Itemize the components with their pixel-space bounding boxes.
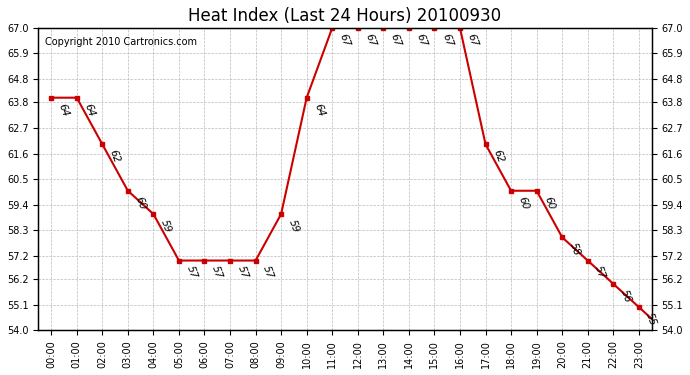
Text: Copyright 2010 Cartronics.com: Copyright 2010 Cartronics.com xyxy=(45,37,197,47)
Title: Heat Index (Last 24 Hours) 20100930: Heat Index (Last 24 Hours) 20100930 xyxy=(188,7,502,25)
Text: 57: 57 xyxy=(235,265,250,280)
Text: 64: 64 xyxy=(82,102,96,118)
Text: 64: 64 xyxy=(313,102,326,118)
Text: 58: 58 xyxy=(568,242,582,257)
Text: 62: 62 xyxy=(491,148,505,164)
Text: 64: 64 xyxy=(57,102,70,118)
Text: 57: 57 xyxy=(184,265,199,280)
Text: 56: 56 xyxy=(619,288,633,304)
Text: 67: 67 xyxy=(415,32,428,48)
Text: 54: 54 xyxy=(0,374,1,375)
Text: 59: 59 xyxy=(159,218,173,234)
Text: 57: 57 xyxy=(210,265,224,280)
Text: 67: 67 xyxy=(466,32,480,48)
Text: 60: 60 xyxy=(542,195,556,211)
Text: 60: 60 xyxy=(133,195,148,211)
Text: 57: 57 xyxy=(593,265,607,280)
Text: 59: 59 xyxy=(286,218,301,234)
Text: 67: 67 xyxy=(364,32,377,48)
Text: 55: 55 xyxy=(644,311,658,327)
Text: 60: 60 xyxy=(517,195,531,211)
Text: 67: 67 xyxy=(389,32,403,48)
Text: 67: 67 xyxy=(440,32,454,48)
Text: 67: 67 xyxy=(338,32,352,48)
Text: 57: 57 xyxy=(261,265,275,280)
Text: 62: 62 xyxy=(108,148,121,164)
